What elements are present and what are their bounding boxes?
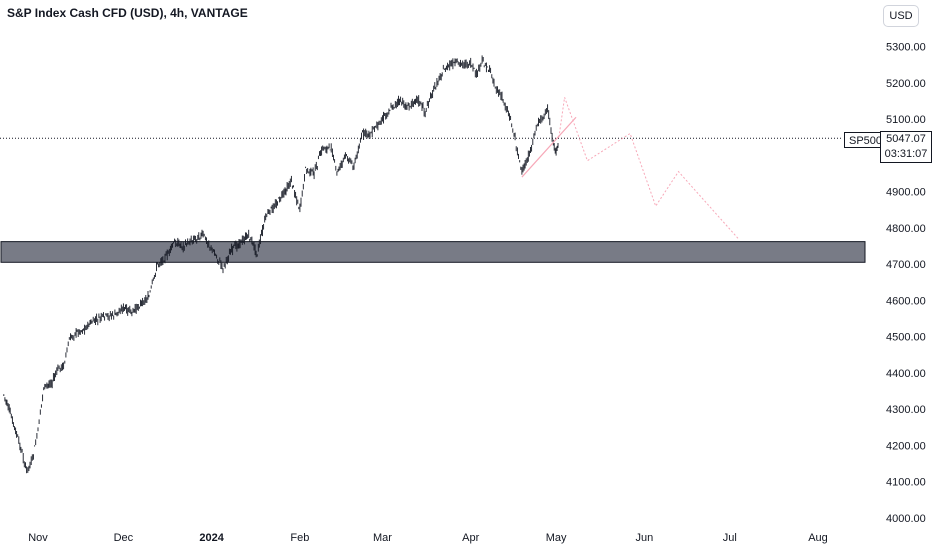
x-tick-label: Mar (373, 532, 392, 544)
time-axis[interactable]: Nov Dec 2024 Feb Mar Apr May Jun Jul Aug (28, 532, 828, 544)
x-tick-label: Jul (723, 532, 737, 544)
last-price-badge: 5047.07 03:31:07 (880, 131, 932, 163)
chart-title: S&P Index Cash CFD (USD), 4h, VANTAGE (7, 6, 248, 20)
price-series-layer (3, 55, 559, 474)
support-zone[interactable] (0, 241, 866, 263)
y-tick-label: 4900.00 (886, 187, 926, 199)
y-tick-label: 5200.00 (886, 78, 926, 90)
currency-button[interactable]: USD (883, 5, 919, 27)
support-zone-layer (0, 241, 866, 263)
y-tick-label: 5300.00 (886, 42, 926, 54)
y-tick-label: 4200.00 (886, 440, 926, 452)
y-tick-label: 4400.00 (886, 368, 926, 380)
trend-line[interactable] (521, 116, 577, 178)
x-tick-label: Jun (635, 532, 653, 544)
y-tick-label: 4000.00 (886, 513, 926, 525)
price-axis[interactable]: 5300.005200.005100.005000.004900.004800.… (886, 42, 926, 526)
y-tick-label: 4800.00 (886, 223, 926, 235)
last-price: 5047.07 (886, 133, 926, 145)
y-tick-label: 4300.00 (886, 404, 926, 416)
bar-countdown: 03:31:07 (884, 148, 928, 160)
y-tick-label: 4700.00 (886, 259, 926, 271)
y-tick-label: 4100.00 (886, 477, 926, 489)
drawings-layer (521, 97, 739, 240)
forecast-path[interactable] (558, 97, 739, 240)
y-tick-label: 4500.00 (886, 332, 926, 344)
y-tick-label: 4600.00 (886, 295, 926, 307)
y-tick-label: 5100.00 (886, 114, 926, 126)
x-tick-label: 2024 (199, 532, 224, 544)
x-tick-label: Nov (28, 532, 48, 544)
x-tick-label: Dec (114, 532, 134, 544)
symbol-badge: SP500 (844, 132, 888, 148)
x-tick-label: May (546, 532, 567, 544)
x-tick-label: Aug (808, 532, 828, 544)
x-tick-label: Feb (290, 532, 309, 544)
x-tick-label: Apr (462, 532, 479, 544)
